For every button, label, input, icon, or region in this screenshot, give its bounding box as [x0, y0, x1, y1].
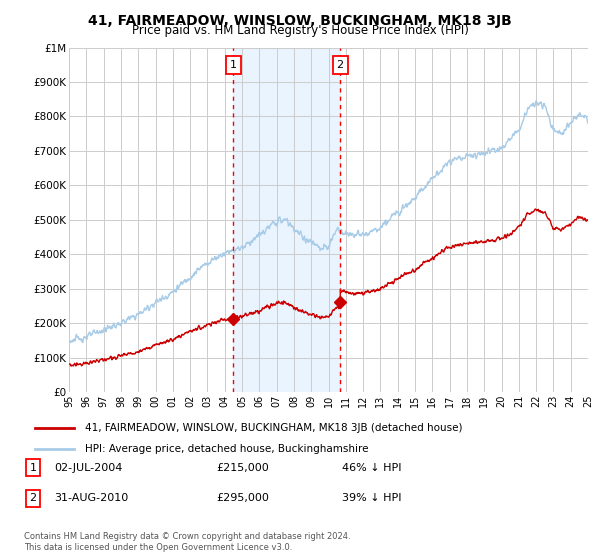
Text: Price paid vs. HM Land Registry's House Price Index (HPI): Price paid vs. HM Land Registry's House … — [131, 24, 469, 37]
Text: 41, FAIRMEADOW, WINSLOW, BUCKINGHAM, MK18 3JB: 41, FAIRMEADOW, WINSLOW, BUCKINGHAM, MK1… — [88, 14, 512, 28]
Text: 1: 1 — [230, 60, 237, 70]
Text: 39% ↓ HPI: 39% ↓ HPI — [342, 493, 401, 503]
Text: 41, FAIRMEADOW, WINSLOW, BUCKINGHAM, MK18 3JB (detached house): 41, FAIRMEADOW, WINSLOW, BUCKINGHAM, MK1… — [85, 423, 462, 433]
Text: HPI: Average price, detached house, Buckinghamshire: HPI: Average price, detached house, Buck… — [85, 444, 368, 454]
Text: £215,000: £215,000 — [216, 463, 269, 473]
Text: £295,000: £295,000 — [216, 493, 269, 503]
Bar — [233, 48, 340, 392]
Text: 1: 1 — [29, 463, 37, 473]
Text: 2: 2 — [29, 493, 37, 503]
Text: Contains HM Land Registry data © Crown copyright and database right 2024.
This d: Contains HM Land Registry data © Crown c… — [24, 532, 350, 552]
Text: 46% ↓ HPI: 46% ↓ HPI — [342, 463, 401, 473]
Text: 02-JUL-2004: 02-JUL-2004 — [54, 463, 122, 473]
Text: 31-AUG-2010: 31-AUG-2010 — [54, 493, 128, 503]
Text: 2: 2 — [337, 60, 344, 70]
